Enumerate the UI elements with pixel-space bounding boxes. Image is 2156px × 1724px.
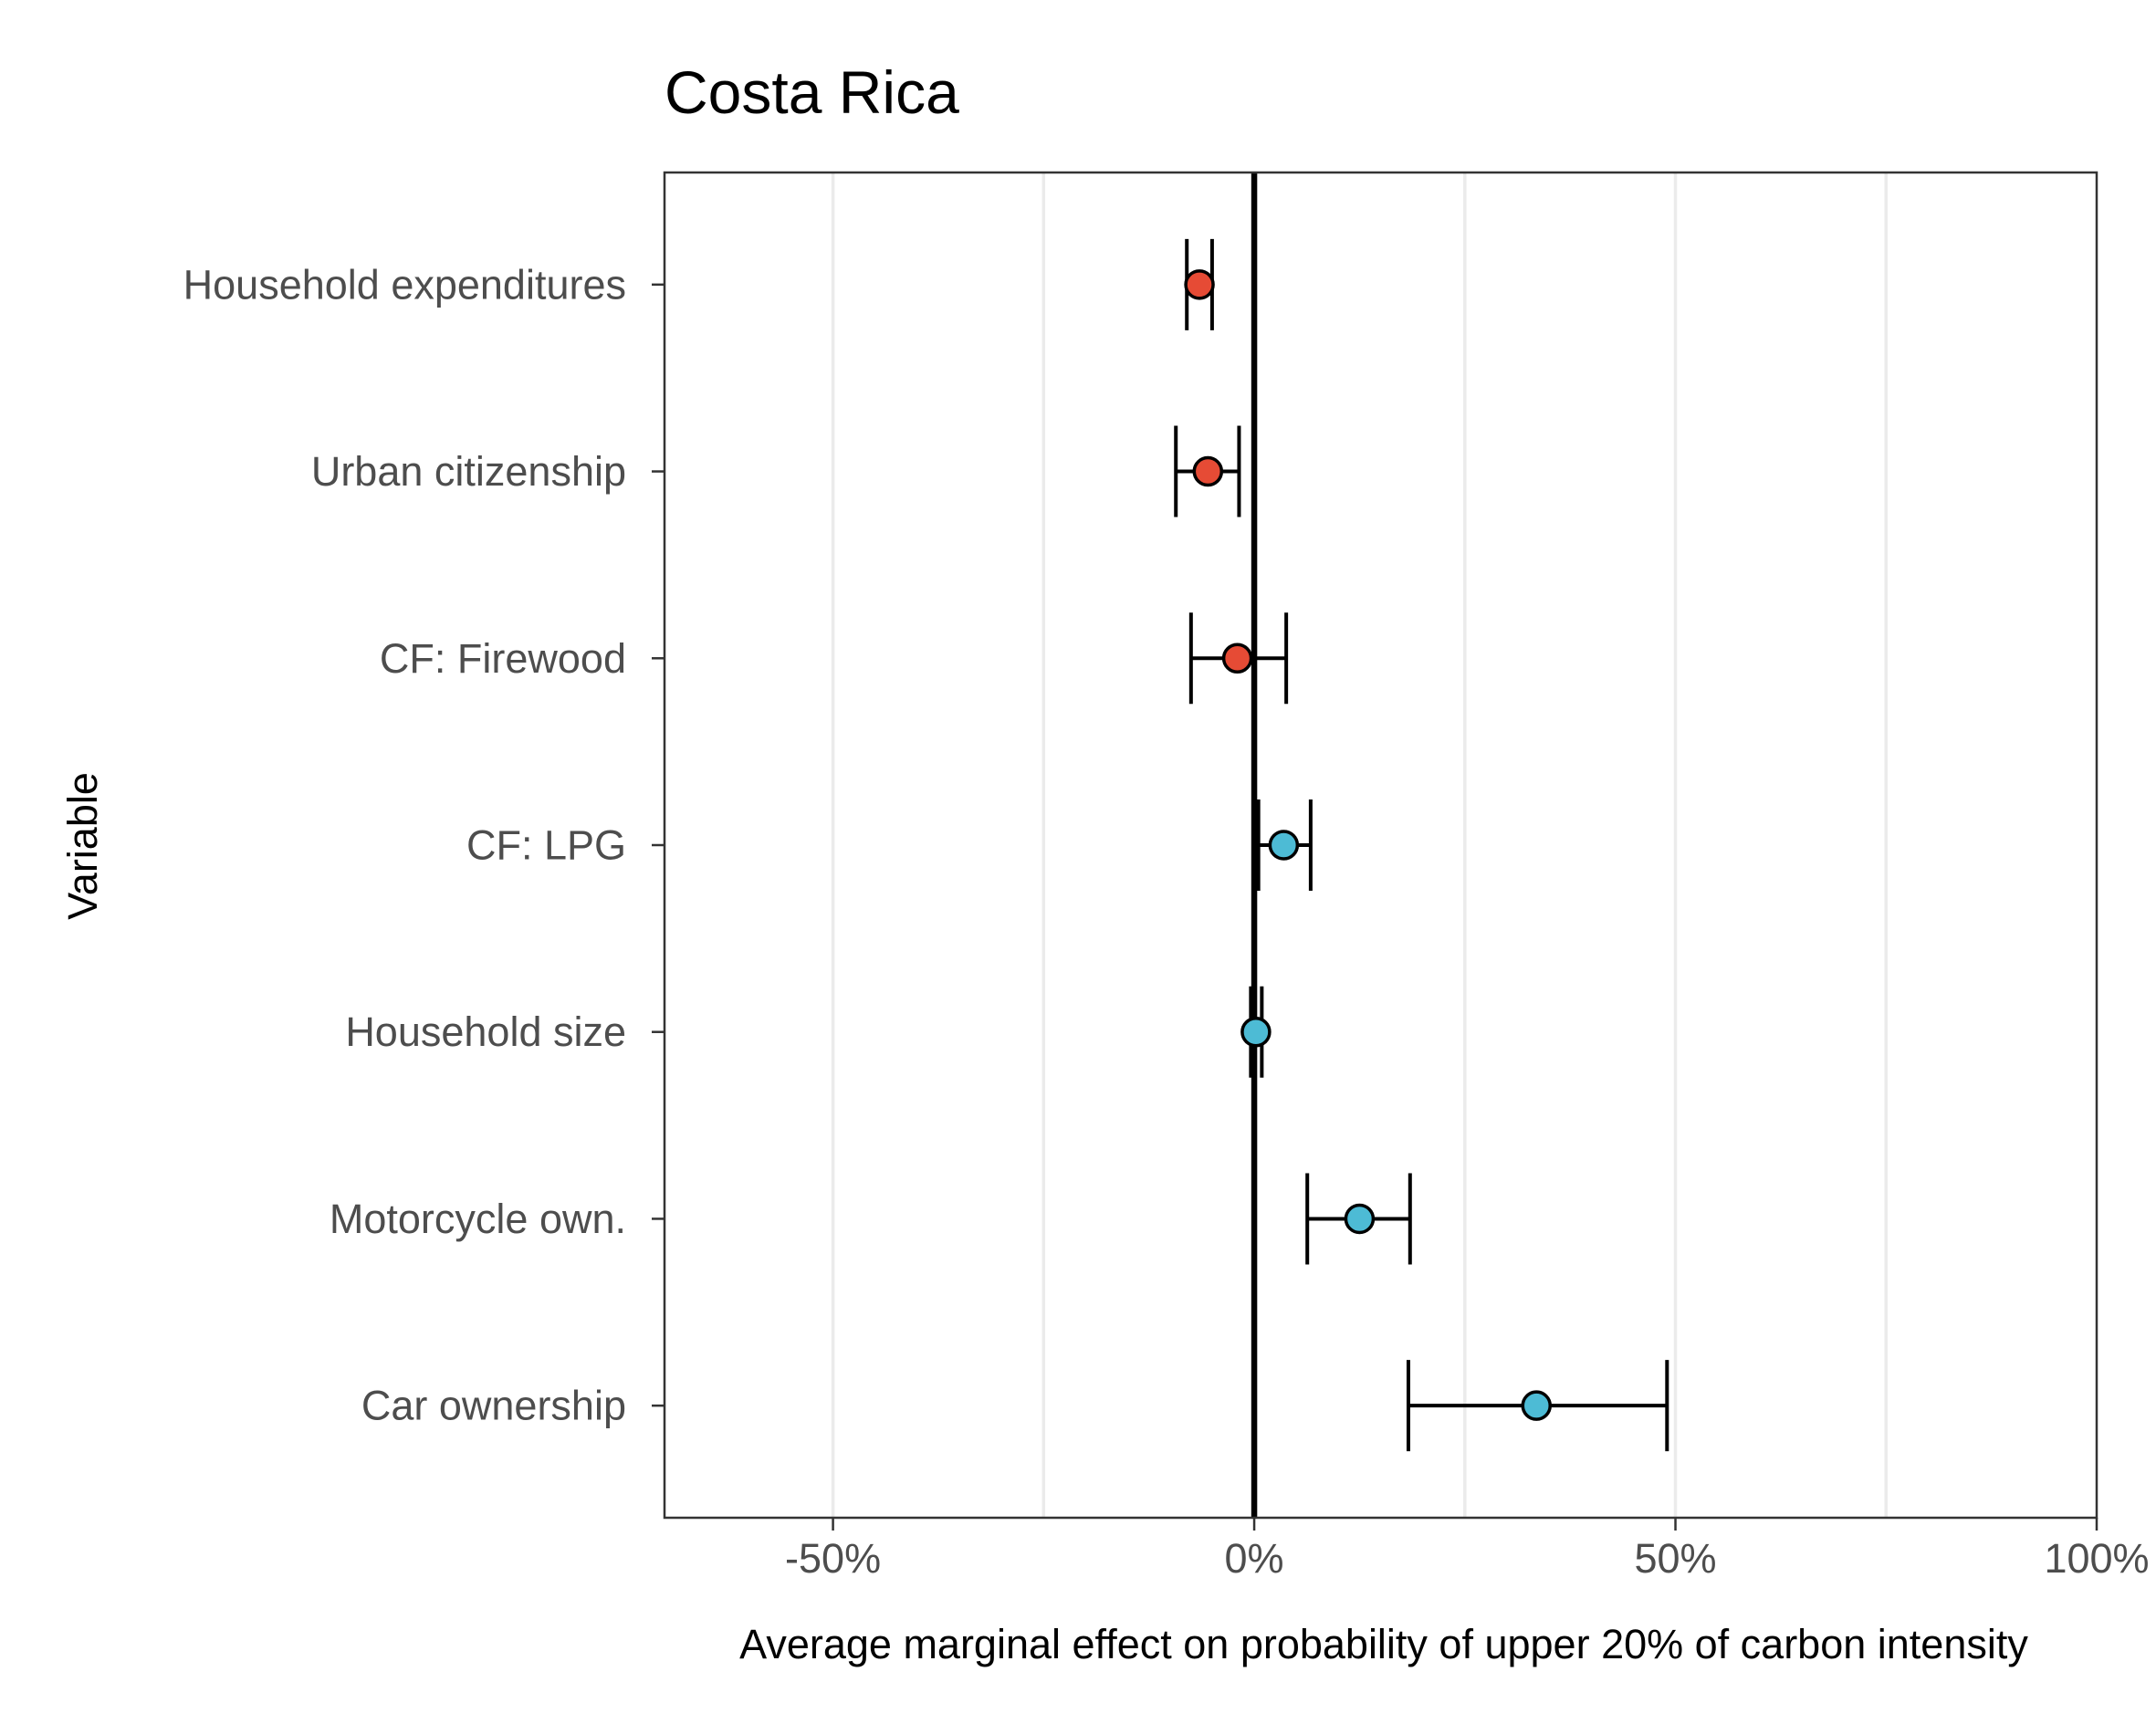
estimate-point [1192, 455, 1224, 487]
estimate-point [1184, 269, 1215, 300]
estimate-points [1184, 269, 1552, 1421]
y-tick-label: Motorcycle own. [330, 1196, 626, 1242]
estimate-point [1521, 1390, 1552, 1421]
y-tick-label: CF: Firewood [380, 635, 626, 682]
estimate-point [1221, 643, 1253, 674]
x-tick-label: -50% [785, 1535, 881, 1582]
y-tick-label: Household expenditures [183, 261, 626, 308]
x-tick-label: 100% [2044, 1535, 2149, 1582]
estimate-point [1344, 1203, 1376, 1235]
y-axis: Household expenditures Urban citizenship C… [183, 261, 665, 1429]
x-tick-label: 50% [1634, 1535, 1716, 1582]
chart-title: Costa Rica [665, 58, 959, 126]
y-tick-label: CF: LPG [466, 822, 626, 869]
y-tick-label: Urban citizenship [311, 448, 626, 495]
x-axis-title: Average marginal effect on probability o… [739, 1621, 2028, 1667]
x-tick-label: 0% [1225, 1535, 1284, 1582]
x-axis: -50% 0% 50% 100% [785, 1518, 2150, 1582]
y-axis-title: Variable [59, 772, 106, 920]
y-tick-label: Car ownership [361, 1383, 626, 1429]
estimate-point [1268, 830, 1300, 861]
y-tick-label: Household size [345, 1008, 626, 1055]
estimate-point [1240, 1016, 1272, 1048]
gridlines [831, 172, 1889, 1518]
